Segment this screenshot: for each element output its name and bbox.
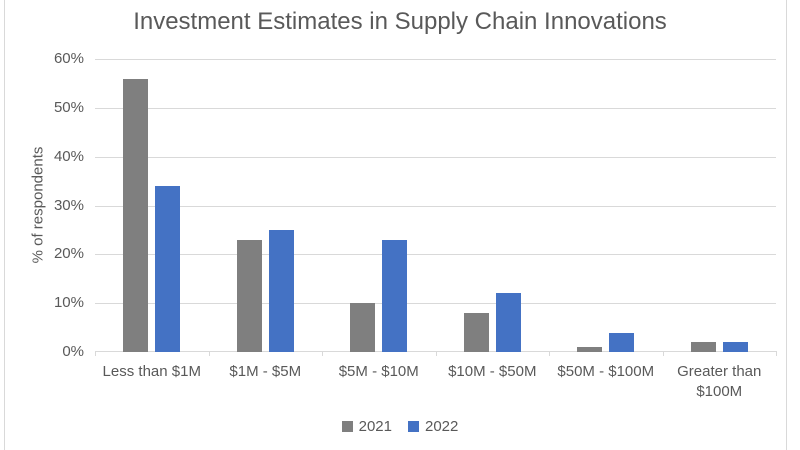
y-tick-label-30: 30% [53, 197, 84, 214]
x-axis-tick-6 [776, 351, 777, 356]
legend-swatch-2022 [408, 421, 419, 432]
y-tick-label-20: 20% [53, 245, 84, 262]
legend-swatch-2021 [341, 421, 353, 432]
bar-2021-category-0 [123, 78, 149, 352]
category-label-5: Greater than $100M [677, 363, 762, 400]
plot-area: 0% 10% 20% 30% 40% 50% 60% Less than $1M $1M - $… [54, 50, 777, 400]
bar-group-4 [549, 59, 663, 352]
x-axis-tick-4 [549, 351, 550, 356]
bar-group-3 [436, 59, 550, 352]
y-tick-label-60: 60% [53, 50, 84, 67]
y-tick-label-40: 40% [53, 148, 84, 165]
legend-item-2021: 2021 [341, 418, 392, 435]
bar-2022-category-0 [155, 186, 181, 352]
y-tick-label-0: 0% [62, 343, 84, 360]
bar-2021-category-3 [463, 312, 489, 352]
x-axis-tick-3 [436, 351, 437, 356]
gridline-30 [95, 206, 776, 207]
bar-2022-category-5 [722, 342, 748, 352]
legend-label-2021: 2021 [358, 418, 392, 435]
bar-2022-category-3 [495, 293, 521, 352]
x-axis-tick-5 [663, 351, 664, 356]
bar-group-0 [95, 59, 209, 352]
gridline-10 [95, 303, 776, 304]
bar-2022-category-4 [609, 332, 635, 352]
bar-group-2 [322, 59, 436, 352]
x-axis-tick-1 [209, 351, 210, 356]
legend: 2021 2022 [0, 418, 800, 435]
bar-2021-category-1 [236, 239, 262, 352]
category-label-4: $50M - $100M [557, 363, 655, 380]
bar-2021-category-4 [577, 347, 603, 352]
bar-2021-category-2 [350, 303, 376, 352]
x-axis-tick-2 [322, 351, 323, 356]
chart-title: Investment Estimates in Supply Chain Inn… [133, 8, 667, 35]
bar-2021-category-5 [690, 342, 716, 352]
category-label-1: $1M - $5M [229, 363, 302, 380]
legend-label-2022: 2022 [425, 418, 459, 435]
category-label-3: $10M - $50M [448, 363, 537, 380]
bar-2022-category-1 [268, 229, 294, 352]
legend-item-2022: 2022 [408, 418, 458, 435]
gridline-40 [95, 157, 776, 158]
chart-frame-border [4, 0, 787, 450]
x-axis-tick-0 [95, 351, 96, 356]
bar-2022-category-2 [382, 239, 408, 352]
category-label-0: Less than $1M [102, 363, 201, 380]
bar-group-5 [663, 59, 777, 352]
gridline-0 [95, 351, 776, 352]
y-tick-label-10: 10% [53, 294, 84, 311]
gridline-60 [95, 59, 776, 60]
category-label-2: $5M - $10M [338, 363, 419, 380]
y-tick-label-50: 50% [53, 99, 84, 116]
gridline-50 [95, 108, 776, 109]
bar-group-1 [209, 59, 323, 352]
gridline-20 [95, 254, 776, 255]
